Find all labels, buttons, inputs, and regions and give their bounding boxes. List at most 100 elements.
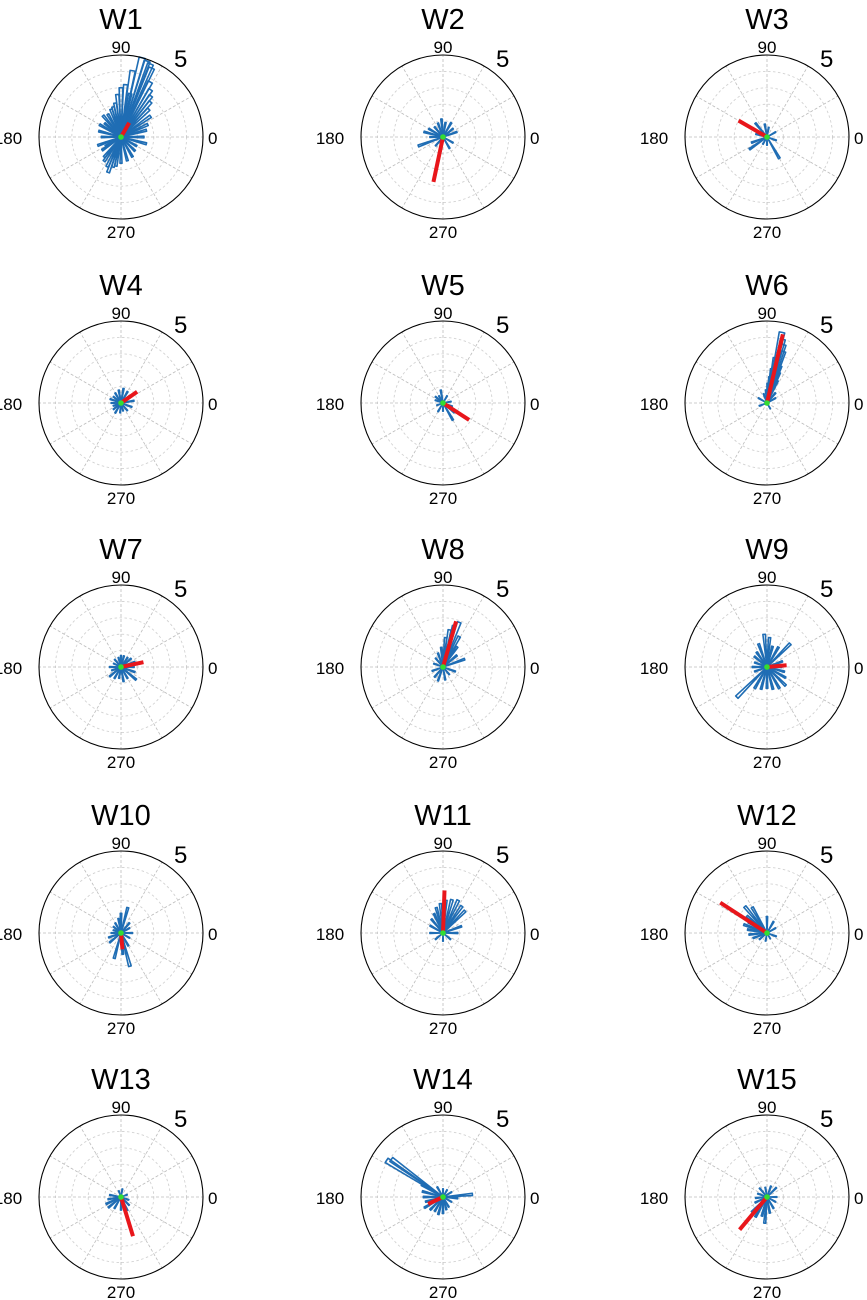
histogram-bar [442,898,454,934]
angle-label-0: 0 [530,129,539,148]
histogram-bar [120,62,155,138]
outer-circle [38,320,204,486]
histogram-bar [120,387,125,404]
grid-spoke [120,402,163,475]
center-marker [440,1194,446,1200]
grid-spoke [120,136,163,209]
histogram-bar [766,666,788,688]
histogram-bar [442,924,463,934]
grid-spoke [120,932,163,1005]
grid-spoke [766,1125,809,1198]
histogram-bar [764,389,768,404]
grid-ring [717,883,817,983]
angle-label-270: 270 [753,223,781,242]
histogram-bar [442,402,455,422]
angle-label-270: 270 [429,1019,457,1038]
grid-spoke [79,861,122,934]
angle-label-0: 0 [854,925,863,944]
histogram-bar [106,112,122,138]
histogram-bar [442,904,464,934]
histogram-bar [423,130,444,138]
histogram-bar [434,395,444,404]
histogram-bar [113,1196,122,1210]
grid-spoke [766,932,809,1005]
angle-label-270: 270 [429,223,457,242]
histogram-bar [100,135,122,139]
histogram-bar [120,128,148,138]
histogram-bar [424,1196,444,1204]
histogram-bar [761,136,768,146]
histogram-bar [120,136,130,162]
grid-spoke [442,65,485,138]
outer-circle [38,850,204,1016]
histogram-bar [120,1193,129,1198]
histogram-bar [436,1196,444,1216]
histogram-bar [100,136,122,152]
grid-spoke [725,932,768,1005]
radial-max-label: 5 [820,842,833,869]
histogram-bar [762,1196,768,1225]
radial-max-label: 5 [174,312,187,339]
grid-spoke [695,1196,768,1239]
grid-spoke [442,625,515,668]
histogram-bar [765,136,769,146]
center-marker [764,930,770,936]
grid-spoke [120,402,193,445]
grid-ring [393,353,493,453]
grid-spoke [695,666,768,709]
grid-spoke [401,932,444,1005]
angle-label-270: 270 [429,489,457,508]
radial-max-label: 5 [496,842,509,869]
histogram-bar [439,118,444,138]
grid-spoke [766,1196,809,1269]
grid-spoke [725,595,768,668]
histogram-bar [113,658,122,668]
histogram-bar [766,932,778,938]
histogram-bar [120,655,126,668]
histogram-bar [442,121,453,138]
center-marker [118,1194,124,1200]
grid-spoke [120,1196,163,1269]
histogram-bar [766,1196,777,1204]
histogram-bar [764,1186,768,1198]
angle-label-270: 270 [107,1019,135,1038]
grid-spoke [371,891,444,934]
grid-ring [717,1147,817,1247]
histogram-bar [441,1188,445,1198]
histogram-bar [120,66,156,138]
grid-spoke [695,625,768,668]
histogram-bar [120,921,131,934]
mean-vector [120,660,144,669]
histogram-bar [766,1185,773,1198]
histogram-bar [753,655,768,668]
histogram-bar [765,666,769,690]
histogram-bar [120,59,151,138]
grid-spoke [442,1155,515,1198]
grid-spoke [401,666,444,739]
histogram-bar [766,379,780,404]
grid-spoke [79,65,122,138]
histogram-bar [107,932,122,939]
polar-panel-w4: W4 90 270 180 0 5 [0,270,217,508]
grid-spoke [766,932,839,975]
angle-label-0: 0 [530,659,539,678]
histogram-bar [120,656,129,668]
grid-spoke [766,625,839,668]
histogram-bar [439,389,444,404]
grid-spoke [442,595,485,668]
grid-spoke [766,361,839,404]
grid-spoke [79,932,122,1005]
radial-max-label: 5 [174,46,187,73]
angle-label-180: 180 [640,395,668,414]
grid-spoke [49,625,122,668]
grid-spoke [401,331,444,404]
histogram-bar [119,654,123,668]
panel-title: W15 [737,1064,797,1096]
grid-spoke [49,136,122,179]
grid-spoke [725,1125,768,1198]
polar-panel-w13: W13 90 270 180 0 5 [0,1064,217,1300]
histogram-bar [441,932,445,942]
angle-label-90: 90 [758,834,777,853]
angle-label-90: 90 [758,568,777,587]
histogram-bar [103,121,122,138]
